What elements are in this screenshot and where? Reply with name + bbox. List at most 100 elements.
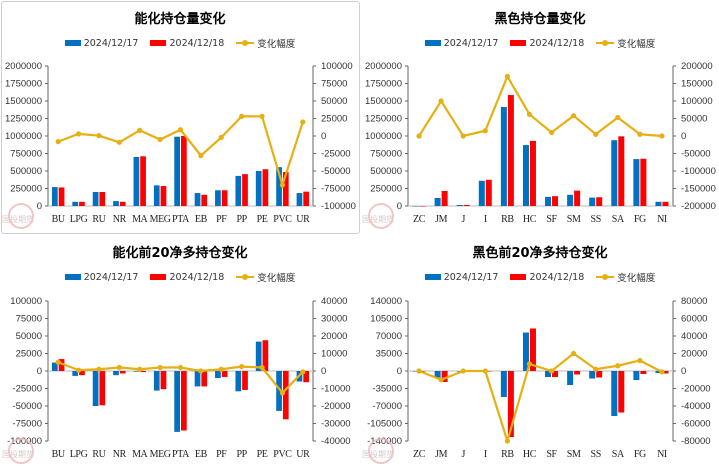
watermark-logo-icon (368, 203, 394, 229)
x-tick-label: NR (113, 449, 127, 460)
y-tick-label: 2000000 (365, 61, 402, 72)
bar-s1-RU (92, 192, 99, 206)
x-tick-label: SF (546, 449, 557, 460)
bar-s1-SA (611, 371, 618, 416)
x-tick-label: PTA (172, 214, 190, 225)
x-tick-label: PP (236, 214, 247, 225)
point-change-SF (548, 129, 555, 136)
x-tick-label: SS (591, 449, 601, 460)
point-change-UR (300, 119, 306, 125)
bar-s2-SA (618, 136, 625, 206)
point-change-PF (218, 134, 224, 140)
bar-s2-PTA (181, 136, 187, 206)
x-tick-label: SF (546, 214, 557, 225)
legend-label: 2024/12/18 (169, 37, 225, 49)
point-change-PP (239, 113, 245, 119)
bar-s1-PE (255, 171, 262, 206)
bar-s2-EB (201, 371, 208, 387)
y-tick-label: 1750000 (5, 79, 42, 90)
watermark-text: 国投期货 (362, 215, 394, 224)
chart-svg: 0250000500000750000100000012500001500000… (5, 61, 356, 225)
y-tick-label: 250000 (10, 184, 42, 195)
x-tick-label: UR (296, 214, 310, 225)
bar-s2-PF (221, 371, 228, 377)
x-tick-label: UR (296, 449, 310, 460)
point-change-SA (615, 363, 621, 369)
y-tick-label: 1250000 (365, 114, 402, 125)
x-tick-label: PVC (273, 449, 292, 460)
y2-tick-label: -20000 (321, 401, 351, 412)
y2-tick-label: 10000 (321, 349, 347, 360)
bar-s2-RB (507, 371, 514, 437)
point-change-SA (615, 114, 621, 121)
y-tick-label: 500000 (370, 166, 402, 177)
bar-s2-SA (618, 371, 625, 413)
legend-label: 变化幅度 (617, 39, 656, 50)
chart-title: 能化前20净多持仓变化 (112, 246, 248, 261)
line-change (418, 352, 663, 445)
bar-s2-EB (201, 194, 208, 206)
bar-s1-FG (633, 159, 640, 206)
bar-s1-PVC (276, 371, 282, 411)
x-tick-label: HC (523, 214, 537, 225)
legend-item-s1: 2024/12/17 (64, 36, 139, 50)
bar-s2-MEG (160, 186, 167, 206)
chart-svg: -140000-105000-70000-3500003500070000105… (367, 296, 710, 460)
bar-s2-I (485, 371, 492, 372)
bar-s2-SM (574, 190, 581, 206)
bar-s1-I (478, 180, 485, 206)
bar-s1-PVC (276, 167, 282, 206)
x-tick-label: PP (236, 449, 247, 460)
legend-label: 2024/12/18 (529, 37, 585, 49)
watermark-text: 国投期货 (2, 215, 34, 224)
y-tick-label: 70000 (376, 331, 402, 342)
y-tick-label: 0 (37, 201, 42, 212)
point-change-PE (259, 113, 265, 119)
bar-s1-MEG (153, 371, 160, 391)
y2-tick-label: 50000 (681, 114, 707, 125)
y-tick-label: 1750000 (365, 79, 402, 90)
legend-item-s2: 2024/12/18 (510, 36, 584, 50)
point-change-NR (116, 139, 122, 145)
legend-label: 变化幅度 (257, 273, 296, 284)
bar-s1-SF (545, 371, 552, 377)
bar-s1-PTA (174, 371, 180, 432)
legend-swatch (64, 40, 81, 46)
x-tick-label: EB (195, 214, 208, 225)
legend: 2024/12/17 2024/12/18 变化幅度 (0, 270, 360, 284)
x-tick-label: SM (567, 449, 581, 460)
y2-tick-label: 40000 (321, 296, 347, 307)
bar-s1-BU (51, 362, 58, 371)
point-change-NI (659, 369, 665, 375)
bar-s2-FG (640, 371, 647, 374)
x-tick-label: PE (257, 449, 268, 460)
point-change-BU (55, 139, 61, 145)
chart-energy-chemical-open-interest: 0 250000 500000 750000 1000000 1250000 1500000… (0, 0, 360, 234)
y-tick-label: 750000 (370, 149, 402, 160)
y-tick-label: 0 (397, 201, 402, 212)
bar-s2-JM (441, 371, 448, 382)
y2-tick-label: 80000 (681, 296, 707, 307)
x-tick-label: LPG (70, 214, 88, 225)
legend-item-line: 变化幅度 (236, 36, 295, 50)
legend-item-s2: 2024/12/18 (510, 270, 584, 284)
bar-s2-I (485, 179, 492, 206)
chart-svg: -10000 0 -75000 -50000 -25000 0 25000 50000 7500… (7, 296, 351, 460)
legend-item-s1: 2024/12/17 (424, 270, 499, 284)
x-tick-label: RU (92, 214, 106, 225)
bar-s2-PP (242, 371, 248, 390)
legend-label: 2024/12/17 (443, 271, 499, 283)
bar-s1-ZC (412, 371, 419, 372)
point-change-PE (259, 364, 265, 371)
bar-s2-MA (140, 156, 146, 206)
point-change-EB (198, 368, 204, 374)
y-tick-label: -70000 (372, 401, 402, 412)
y2-tick-label: -200000 (681, 201, 716, 212)
bar-s1-SM (567, 194, 574, 206)
legend-label: 2024/12/17 (83, 37, 139, 49)
x-tick-label: RU (92, 449, 106, 460)
x-tick-label: PE (257, 214, 268, 225)
y2-tick-label: 150000 (681, 79, 713, 90)
legend-label: 2024/12/17 (83, 271, 139, 283)
y2-tick-label: -75000 (321, 184, 351, 195)
